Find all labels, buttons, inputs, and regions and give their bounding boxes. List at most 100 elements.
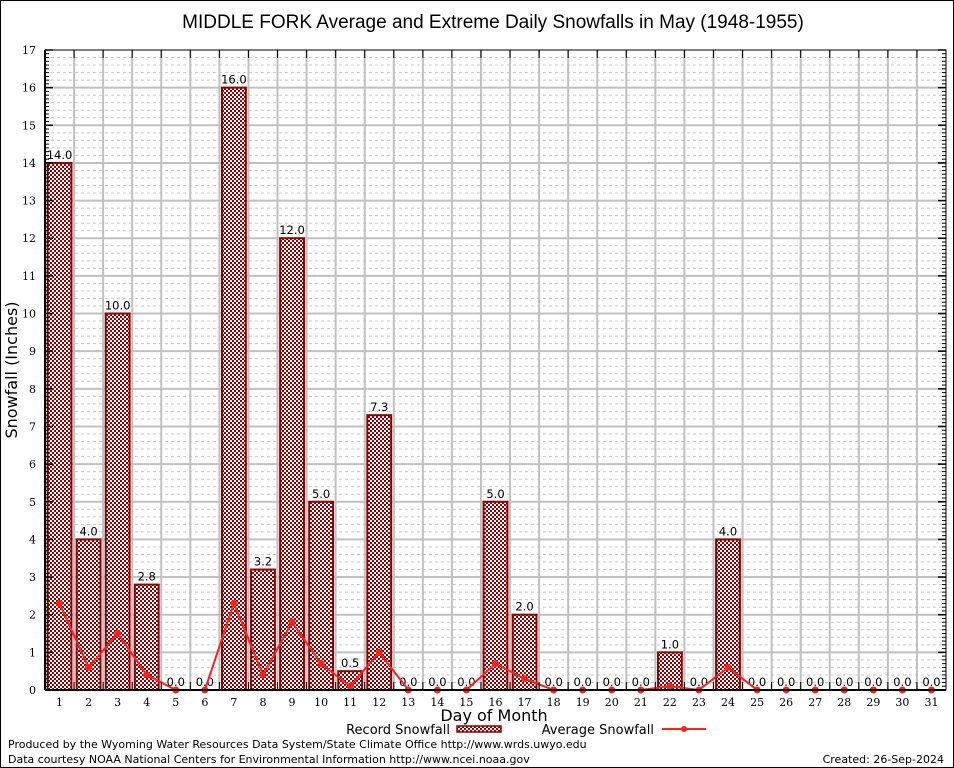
x-tick-label: 20 <box>605 696 619 709</box>
x-tick-label: 28 <box>837 696 851 709</box>
y-tick-label: 16 <box>22 82 36 95</box>
bar-value-label: 3.2 <box>254 555 272 569</box>
x-tick-label: 6 <box>201 696 208 709</box>
bar-value-label: 0.0 <box>603 675 621 689</box>
bar-value-label: 0.0 <box>835 675 853 689</box>
y-tick-label: 13 <box>22 195 36 208</box>
x-axis-label: Day of Month <box>440 706 547 725</box>
x-tick-label: 15 <box>459 696 473 709</box>
x-tick-label: 5 <box>172 696 179 709</box>
legend-record-label: Record Snowfall <box>346 723 450 738</box>
legend-average-label: Average Snowfall <box>542 723 654 738</box>
bar-value-label: 0.0 <box>428 675 446 689</box>
average-point <box>666 682 674 690</box>
average-point <box>114 630 122 638</box>
average-point <box>317 660 325 668</box>
legend-record-swatch <box>456 725 502 733</box>
bar-value-label: 0.5 <box>341 656 359 670</box>
x-tick-label: 13 <box>401 696 415 709</box>
y-tick-label: 8 <box>29 383 36 396</box>
bar-value-label: 2.8 <box>138 570 156 584</box>
bar-value-label: 5.0 <box>486 487 504 501</box>
x-tick-label: 24 <box>721 696 735 709</box>
bar-value-label: 1.0 <box>661 637 679 651</box>
y-tick-label: 12 <box>22 232 36 245</box>
x-tick-label: 25 <box>750 696 764 709</box>
bar-value-label: 10.0 <box>105 299 131 313</box>
average-point <box>724 663 732 671</box>
y-tick-label: 5 <box>29 496 36 509</box>
average-point <box>375 648 383 656</box>
bar-value-label: 4.0 <box>79 524 97 538</box>
bar-value-label: 0.0 <box>632 675 650 689</box>
legend-average-marker <box>681 726 687 732</box>
average-point <box>259 671 267 679</box>
x-tick-label: 18 <box>547 696 561 709</box>
x-tick-label: 31 <box>924 696 938 709</box>
bar-value-label: 12.0 <box>279 223 305 237</box>
bar-value-label: 0.0 <box>777 675 795 689</box>
y-tick-label: 15 <box>22 119 36 132</box>
x-tick-label: 16 <box>489 696 503 709</box>
y-tick-label: 3 <box>29 571 36 584</box>
bar-value-label: 0.0 <box>574 675 592 689</box>
created-date: Created: 26-Sep-2024 <box>823 753 944 766</box>
x-tick-label: 21 <box>634 696 648 709</box>
x-tick-label: 26 <box>779 696 793 709</box>
y-tick-label: 17 <box>22 44 36 57</box>
x-tick-label: 27 <box>808 696 822 709</box>
bar-value-labels: 14.0 4.0 10.0 2.8 0.0 0.0 16.0 3.2 12.0 5.0 0.5 7.3… <box>47 73 941 689</box>
y-tick-label: 9 <box>29 345 36 358</box>
bar-value-label: 2.0 <box>515 600 533 614</box>
bar-value-label: 14.0 <box>47 148 73 162</box>
bar-value-label: 0.0 <box>167 675 185 689</box>
y-tick-label: 0 <box>29 684 36 697</box>
bar-value-label: 4.0 <box>719 524 737 538</box>
x-tick-label: 12 <box>372 696 386 709</box>
average-point <box>143 671 151 679</box>
x-tick-label: 17 <box>518 696 532 709</box>
y-tick-label: 4 <box>29 533 36 546</box>
y-tick-label: 6 <box>29 458 36 471</box>
x-tick-labels: 1 2 3 4 5 6 7 8 9 10 11 12 13 14 15 16 17 18 19 20 21 22 23 24 2… <box>56 696 938 709</box>
y-tick-label: 7 <box>29 420 36 433</box>
x-tick-label: 19 <box>576 696 590 709</box>
average-point <box>288 618 296 626</box>
x-tick-label: 4 <box>143 696 150 709</box>
x-tick-label: 9 <box>289 696 296 709</box>
record-bar <box>366 414 393 691</box>
x-tick-label: 30 <box>895 696 909 709</box>
axes <box>44 49 947 691</box>
average-point <box>230 599 238 607</box>
bar-value-label: 16.0 <box>221 73 247 87</box>
average-point <box>56 599 64 607</box>
x-tick-label: 10 <box>314 696 328 709</box>
y-tick-label: 11 <box>22 270 36 283</box>
y-axis-label: Snowfall (Inches) <box>2 301 21 438</box>
x-tick-label: 29 <box>866 696 880 709</box>
y-tick-label: 1 <box>29 646 36 659</box>
x-tick-label: 8 <box>259 696 266 709</box>
record-bars <box>46 86 741 692</box>
x-tick-label: 3 <box>114 696 121 709</box>
average-point <box>521 675 529 683</box>
x-tick-label: 1 <box>56 696 63 709</box>
x-tick-label: 2 <box>85 696 92 709</box>
x-tick-label: 14 <box>430 696 444 709</box>
chart-title: MIDDLE FORK Average and Extreme Daily Sn… <box>182 12 804 33</box>
y-tick-label: 14 <box>22 157 36 170</box>
bar-value-label: 0.0 <box>893 675 911 689</box>
y-tick-label: 10 <box>22 308 36 321</box>
record-bar <box>221 86 247 692</box>
bar-value-label: 0.0 <box>864 675 882 689</box>
credit-line-2: Data courtesy NOAA National Centers for … <box>8 753 530 766</box>
average-point <box>85 663 93 671</box>
bar-value-label: 7.3 <box>370 400 388 414</box>
bar-value-label: 5.0 <box>312 487 330 501</box>
x-tick-label: 11 <box>343 696 357 709</box>
average-point <box>346 682 354 690</box>
credit-line-1: Produced by the Wyoming Water Resources … <box>8 738 587 751</box>
bar-value-label: 0.0 <box>922 675 940 689</box>
